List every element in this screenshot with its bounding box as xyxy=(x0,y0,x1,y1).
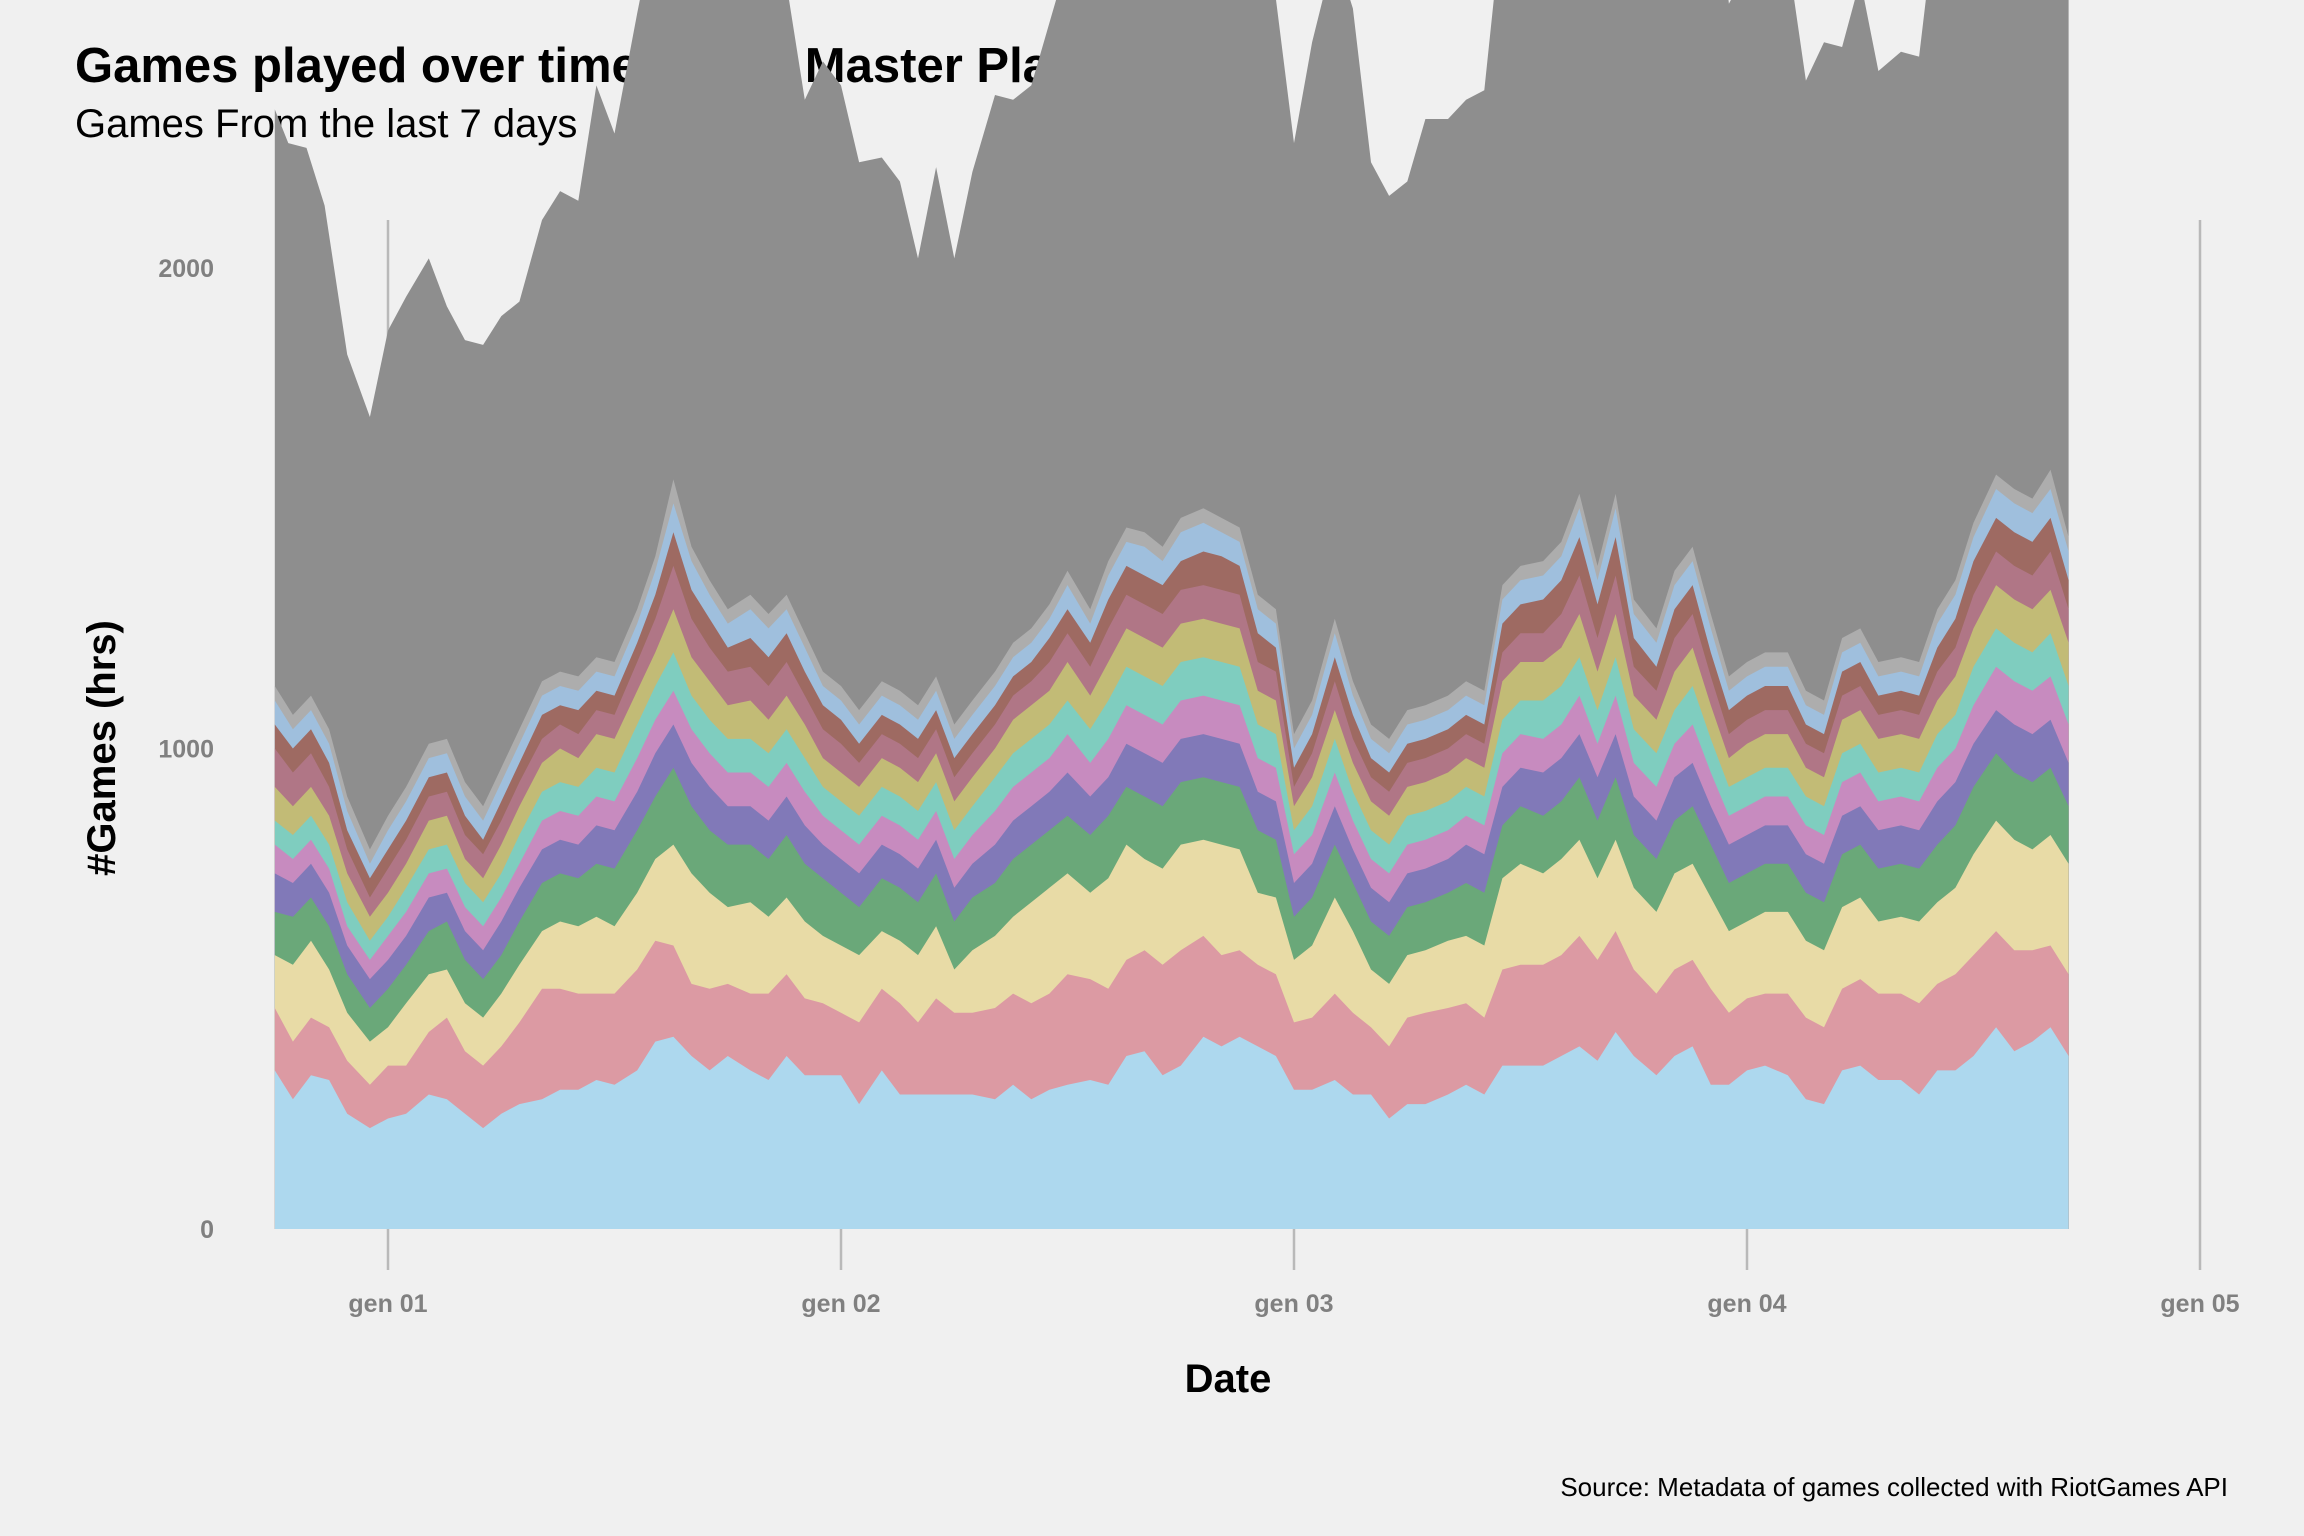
x-tick-label: gen 02 xyxy=(801,1290,880,1318)
chart-subtitle: Games From the last 7 days xyxy=(75,102,577,146)
x-tick-label: gen 01 xyxy=(348,1290,427,1318)
x-tick-label: gen 03 xyxy=(1254,1290,1333,1318)
y-tick-label: 2000 xyxy=(158,255,214,283)
y-tick-label: 0 xyxy=(200,1216,214,1244)
y-axis-ticks: 01000200030004000 xyxy=(158,255,214,1244)
x-axis-ticks: gen 01 gen 02 gen 03 gen 04 gen 05 xyxy=(348,1290,2239,1318)
x-tick-label: gen 05 xyxy=(2160,1290,2239,1318)
source-caption: Source: Metadata of games collected with… xyxy=(1560,1472,2228,1502)
y-tick-label: 1000 xyxy=(158,736,214,764)
x-axis-title: Date xyxy=(1185,1357,1272,1401)
x-tick-label: gen 04 xyxy=(1707,1290,1786,1318)
y-axis-title: #Games (hrs) xyxy=(80,620,124,876)
area-series-0 xyxy=(274,1027,2069,1229)
stacked-areas xyxy=(274,0,2069,1229)
chart-title: Games played over time - from Master Pla… xyxy=(75,39,1151,93)
